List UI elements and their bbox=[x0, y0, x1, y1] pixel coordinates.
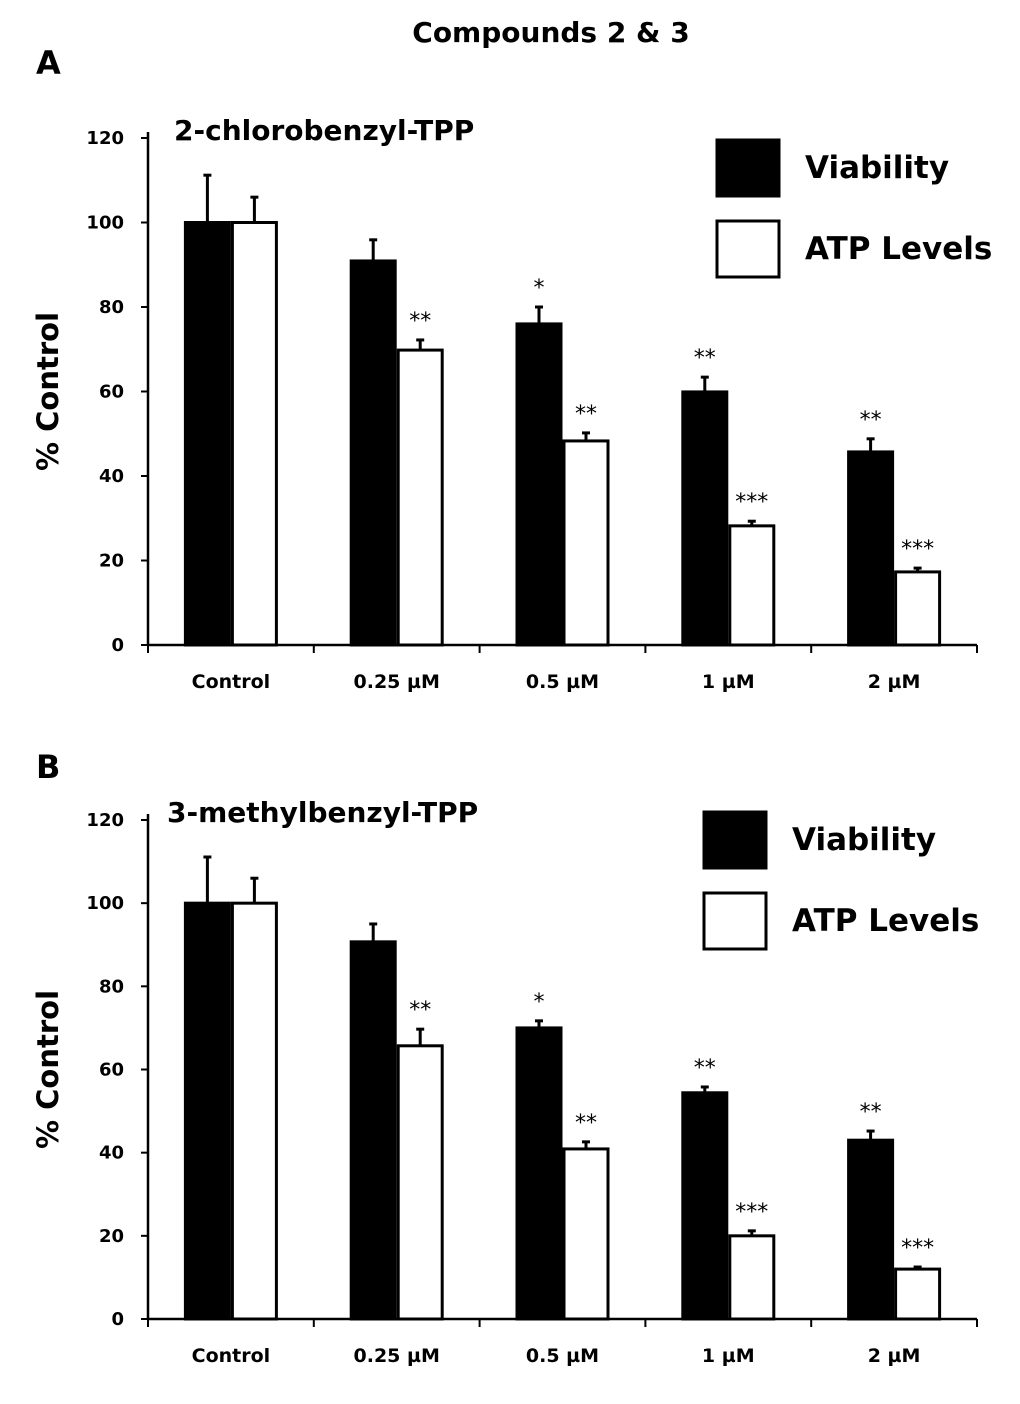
bar-atp bbox=[562, 1147, 610, 1321]
bar-atp bbox=[728, 1234, 776, 1321]
bar-viability bbox=[847, 1138, 895, 1321]
x-tick-label: 0.25 µM bbox=[354, 1345, 440, 1367]
significance-label: ** bbox=[860, 1100, 882, 1125]
figure-title: Compounds 2 & 3 bbox=[412, 16, 689, 49]
x-tick-label: 1 µM bbox=[702, 671, 755, 693]
legend-swatch-viability bbox=[702, 810, 768, 870]
x-tick-label: 2 µM bbox=[868, 1345, 921, 1367]
bar-viability bbox=[847, 450, 895, 647]
bar-viability bbox=[515, 322, 563, 647]
x-tick-label: Control bbox=[192, 1345, 271, 1367]
y-tick-label: 80 bbox=[99, 976, 124, 997]
y-tick-label: 40 bbox=[99, 1143, 124, 1164]
legend-label: Viability bbox=[805, 150, 949, 186]
bar-atp bbox=[230, 221, 278, 647]
bar-atp bbox=[894, 1267, 942, 1321]
x-tick-label: Control bbox=[192, 671, 271, 693]
x-tick-label: 2 µM bbox=[868, 671, 921, 693]
significance-label: ** bbox=[860, 408, 882, 433]
y-tick-label: 120 bbox=[86, 810, 124, 831]
panel-label-b: B bbox=[36, 748, 60, 786]
legend-swatch-atp bbox=[702, 891, 768, 951]
x-tick-label: 0.5 µM bbox=[526, 1345, 599, 1367]
significance-label: *** bbox=[735, 490, 768, 515]
legend-swatch-viability bbox=[715, 138, 781, 198]
panel-label-a: A bbox=[36, 44, 61, 82]
y-tick-label: 20 bbox=[99, 1226, 124, 1247]
bar-viability bbox=[681, 390, 729, 647]
y-tick-label: 60 bbox=[99, 1060, 124, 1081]
bar-atp bbox=[396, 1044, 444, 1321]
y-tick-label: 100 bbox=[86, 213, 124, 234]
significance-label: * bbox=[534, 276, 545, 301]
significance-label: * bbox=[534, 990, 545, 1015]
legend-label: Viability bbox=[792, 822, 936, 858]
bar-atp bbox=[562, 439, 610, 647]
significance-label: ** bbox=[694, 346, 716, 371]
x-tick-label: 0.5 µM bbox=[526, 671, 599, 693]
bar-atp bbox=[894, 570, 942, 647]
bar-viability bbox=[183, 221, 231, 647]
legend-label: ATP Levels bbox=[805, 231, 992, 267]
bar-viability bbox=[515, 1026, 563, 1321]
y-axis-label: % Control bbox=[31, 312, 65, 471]
y-tick-label: 60 bbox=[99, 382, 124, 403]
bar-viability bbox=[183, 901, 231, 1321]
bar-viability bbox=[681, 1091, 729, 1321]
y-tick-label: 80 bbox=[99, 297, 124, 318]
y-tick-label: 100 bbox=[86, 893, 124, 914]
significance-label: ** bbox=[409, 309, 431, 334]
bar-atp bbox=[728, 524, 776, 647]
significance-label: ** bbox=[575, 402, 597, 427]
significance-label: *** bbox=[735, 1200, 768, 1225]
significance-label: ** bbox=[409, 998, 431, 1023]
significance-label: ** bbox=[575, 1111, 597, 1136]
y-axis-label: % Control bbox=[31, 990, 65, 1149]
y-tick-label: 20 bbox=[99, 551, 124, 572]
significance-label: *** bbox=[901, 1236, 934, 1261]
significance-label: *** bbox=[901, 537, 934, 562]
y-tick-label: 120 bbox=[86, 128, 124, 149]
y-tick-label: 0 bbox=[111, 1309, 124, 1330]
legend-label: ATP Levels bbox=[792, 903, 979, 939]
x-tick-label: 0.25 µM bbox=[354, 671, 440, 693]
significance-label: ** bbox=[694, 1056, 716, 1081]
bar-atp bbox=[396, 348, 444, 647]
legend-swatch-atp bbox=[715, 219, 781, 279]
bar-viability bbox=[349, 259, 397, 647]
chart-subtitle: 2-chlorobenzyl-TPP bbox=[174, 114, 474, 147]
bar-viability bbox=[349, 940, 397, 1321]
y-tick-label: 40 bbox=[99, 466, 124, 487]
chart-subtitle: 3-methylbenzyl-TPP bbox=[167, 796, 478, 829]
y-tick-label: 0 bbox=[111, 635, 124, 656]
bar-atp bbox=[230, 901, 278, 1321]
x-tick-label: 1 µM bbox=[702, 1345, 755, 1367]
